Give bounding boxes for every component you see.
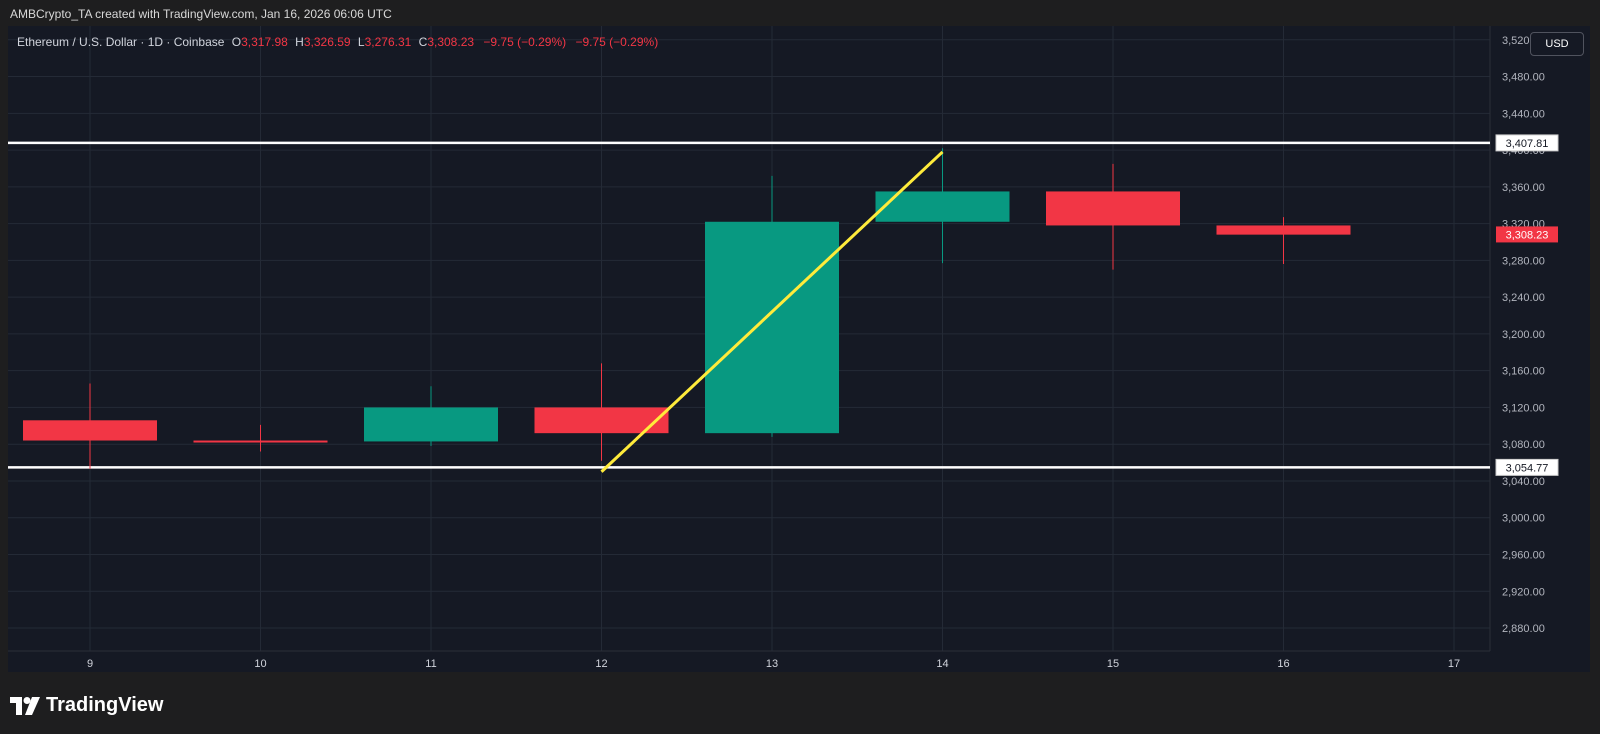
last-price-label: 3,308.23 bbox=[1506, 229, 1549, 241]
price-tick-label: 3,280.00 bbox=[1502, 255, 1545, 267]
candle-up bbox=[364, 407, 498, 442]
price-tick-label: 3,240.00 bbox=[1502, 292, 1545, 304]
price-tick-label: 3,480.00 bbox=[1502, 72, 1545, 84]
price-tick-label: 3,000.00 bbox=[1502, 513, 1545, 525]
low-value: 3,276.31 bbox=[364, 35, 412, 49]
time-tick-label: 13 bbox=[766, 658, 778, 670]
symbol-header: Ethereum / U.S. Dollar · 1D · Coinbase O… bbox=[17, 35, 658, 49]
tradingview-logo-icon bbox=[10, 696, 40, 715]
chart-pane[interactable]: 2,880.00 2,920.00 2,960.00 3,000.00 3,040.00… bbox=[8, 26, 1590, 672]
candle-down bbox=[1216, 225, 1351, 235]
change-value-secondary: −9.75 (−0.29%) bbox=[575, 35, 659, 49]
candle-down bbox=[193, 440, 328, 443]
price-tick-label: 3,200.00 bbox=[1502, 329, 1545, 341]
price-tick-label: 3,440.00 bbox=[1502, 108, 1545, 120]
time-tick-label: 12 bbox=[595, 658, 607, 670]
tradingview-logo-text: TradingView bbox=[46, 694, 164, 716]
tradingview-logo[interactable]: TradingView bbox=[10, 694, 163, 717]
candle-down bbox=[23, 420, 157, 441]
level-price-tag bbox=[1495, 458, 1559, 476]
candlestick-chart[interactable]: 2,880.00 2,920.00 2,960.00 3,000.00 3,040.00… bbox=[8, 26, 1590, 672]
high-value: 3,326.59 bbox=[303, 35, 351, 49]
change-value: −9.75 (−0.29%) bbox=[483, 35, 567, 49]
high-label: H bbox=[295, 35, 304, 49]
price-tick-label: 2,920.00 bbox=[1502, 586, 1545, 598]
low-label: L bbox=[357, 35, 365, 49]
level-price-label: 3,407.81 bbox=[1506, 138, 1549, 150]
price-tick-label: 3,160.00 bbox=[1502, 366, 1545, 378]
price-tick-label: 3,120.00 bbox=[1502, 402, 1545, 414]
symbol-name: Ethereum / U.S. Dollar · 1D · Coinbase bbox=[17, 35, 225, 49]
time-tick-label: 11 bbox=[425, 658, 436, 670]
currency-button[interactable]: USD bbox=[1530, 32, 1584, 56]
time-tick-label: 17 bbox=[1448, 658, 1460, 670]
candle-down bbox=[1046, 191, 1180, 226]
level-price-label: 3,054.77 bbox=[1506, 462, 1549, 474]
open-label: O bbox=[231, 35, 242, 49]
last-price-tag bbox=[1496, 226, 1558, 243]
time-tick-label: 9 bbox=[87, 658, 93, 670]
price-tick-label: 3,040.00 bbox=[1502, 476, 1545, 488]
time-tick-label: 15 bbox=[1107, 658, 1119, 670]
trendline bbox=[600, 150, 944, 473]
price-tick-label: 3,360.00 bbox=[1502, 182, 1545, 194]
close-value: 3,308.23 bbox=[427, 35, 475, 49]
candle-up bbox=[705, 221, 839, 434]
time-tick-label: 10 bbox=[254, 658, 266, 670]
time-tick-label: 16 bbox=[1277, 658, 1289, 670]
close-label: C bbox=[418, 35, 428, 49]
candle-up bbox=[875, 191, 1010, 222]
price-tick-label: 2,960.00 bbox=[1502, 549, 1545, 561]
level-price-tag bbox=[1495, 134, 1559, 152]
open-value: 3,317.98 bbox=[241, 35, 288, 49]
time-tick-label: 14 bbox=[936, 658, 948, 670]
price-tick-label: 2,880.00 bbox=[1502, 623, 1545, 635]
price-tick-label: 3,080.00 bbox=[1502, 439, 1545, 451]
chart-caption: AMBCrypto_TA created with TradingView.co… bbox=[10, 7, 392, 21]
